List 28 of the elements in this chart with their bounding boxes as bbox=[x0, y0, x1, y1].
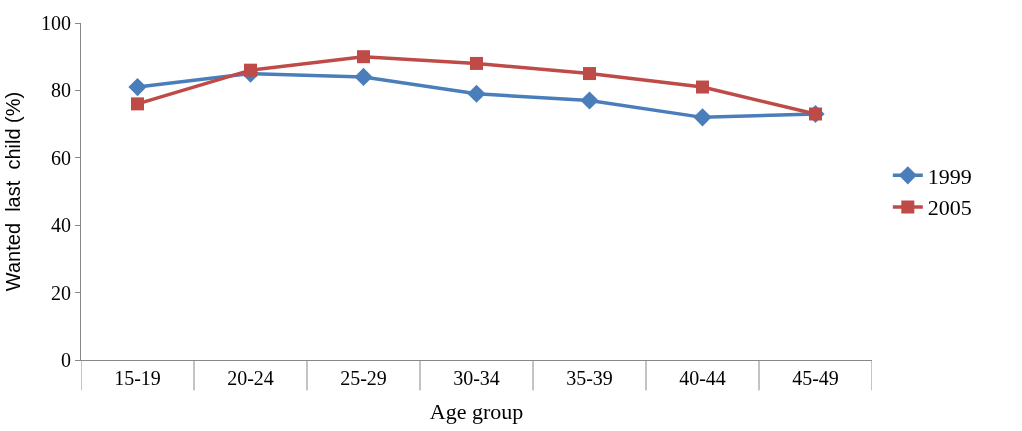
y-tick-label: 40 bbox=[51, 214, 71, 237]
x-axis-title: Age group bbox=[429, 398, 524, 424]
point bbox=[580, 91, 599, 110]
x-tick-label: 40-44 bbox=[679, 367, 726, 389]
x-tick-label: 45-49 bbox=[792, 367, 839, 389]
point bbox=[128, 77, 147, 97]
point bbox=[696, 80, 709, 94]
legend-label: 1999 bbox=[927, 163, 972, 189]
point bbox=[354, 67, 373, 87]
legend-label: 2005 bbox=[927, 195, 972, 221]
x-tick-label: 30-34 bbox=[453, 367, 500, 389]
x-tick-label: 15-19 bbox=[114, 367, 161, 389]
point bbox=[583, 67, 596, 81]
x-tick-label: 25-29 bbox=[340, 367, 387, 389]
x-tick-label: 35-39 bbox=[566, 367, 613, 389]
point bbox=[470, 56, 483, 70]
point bbox=[357, 50, 370, 64]
y-axis-title: Wanted last child (%) bbox=[1, 91, 24, 292]
point bbox=[467, 84, 486, 103]
y-tick-label: 60 bbox=[51, 146, 71, 169]
y-tick-label: 80 bbox=[51, 79, 71, 102]
point bbox=[131, 97, 144, 111]
point bbox=[244, 63, 257, 77]
point bbox=[693, 108, 712, 127]
x-tick-label: 20-24 bbox=[227, 367, 274, 389]
y-tick-label: 0 bbox=[61, 349, 71, 371]
y-tick-label: 100 bbox=[41, 12, 71, 34]
y-tick-label: 20 bbox=[51, 281, 71, 304]
